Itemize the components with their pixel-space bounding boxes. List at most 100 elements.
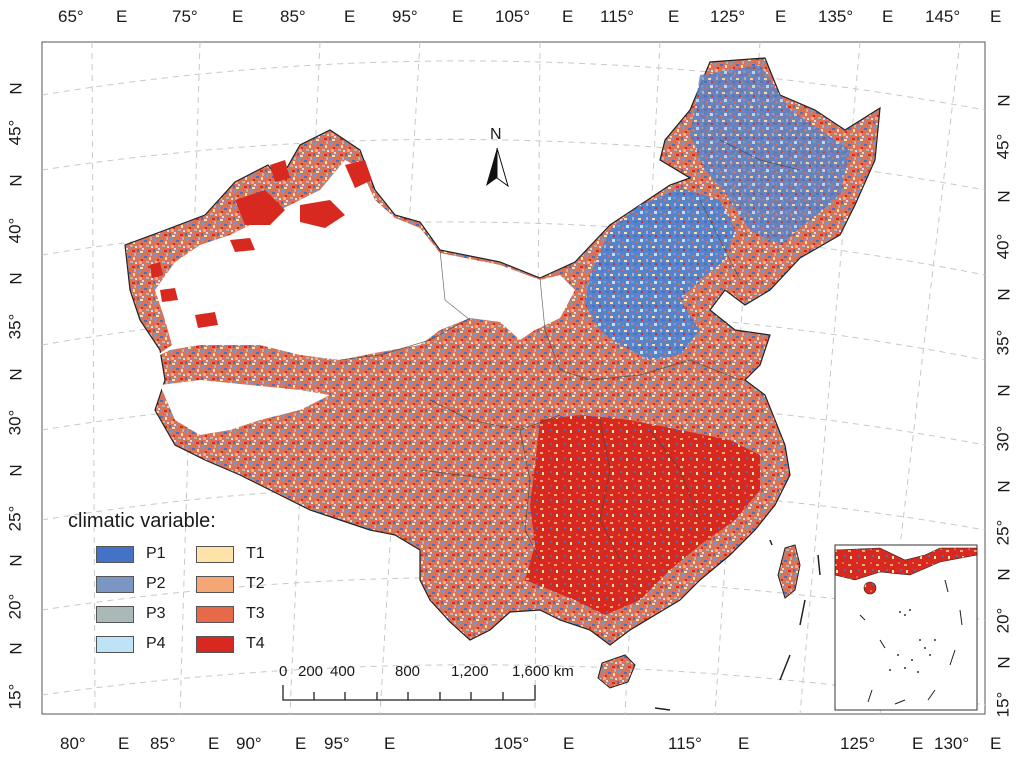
hainan — [597, 654, 636, 689]
top-lon-label: 65° — [58, 7, 84, 26]
top-lon-label: 95° — [392, 7, 418, 26]
no-data-region — [150, 160, 575, 360]
legend-swatch — [196, 605, 234, 623]
xinjiang-hotspots — [150, 160, 372, 328]
top-lon-label: E — [668, 7, 680, 26]
bottom-lon-label: 105° — [494, 734, 530, 753]
bottom-lon-label: 125° — [840, 734, 876, 753]
legend: climatic variable: P1 P2 P3 P4 T1 T2 T3 T4 — [68, 510, 298, 660]
legend-label: T2 — [246, 575, 265, 592]
legend-item: T3 — [196, 604, 265, 624]
top-lon-label: E — [562, 7, 574, 26]
province-boundaries — [339, 139, 801, 561]
legend-item: T2 — [196, 574, 265, 594]
bottom-lon-label: 90° — [236, 734, 262, 753]
legend-swatch — [196, 545, 234, 563]
top-lon-label: 85° — [280, 7, 306, 26]
northeast-blue-zone — [690, 65, 850, 245]
top-lon-label: E — [232, 7, 244, 26]
south-china-sea-inset — [834, 544, 978, 711]
right-lat-label: N — [994, 480, 1014, 493]
top-lon-label: 75° — [172, 7, 198, 26]
legend-label: T3 — [246, 605, 265, 622]
right-lat-label: N — [994, 568, 1014, 581]
right-lat-label: N — [994, 288, 1014, 301]
right-lat-label: N — [994, 190, 1014, 203]
legend-label: T4 — [246, 635, 265, 652]
legend-item: T1 — [196, 544, 265, 564]
right-lat-label: 35° — [993, 329, 1013, 356]
bottom-lon-label: E — [118, 734, 130, 753]
scale-label: 200 — [298, 663, 324, 680]
top-lon-label: E — [882, 7, 894, 26]
top-lon-label: 115° — [600, 7, 634, 26]
top-lon-label: E — [344, 7, 356, 26]
bottom-lon-label: E — [384, 734, 396, 753]
top-lon-label: 145° — [925, 7, 961, 26]
legend-title: climatic variable: — [68, 510, 216, 532]
legend-item: P3 — [96, 604, 166, 624]
scale-label: 400 — [330, 663, 356, 680]
map-frame — [41, 41, 986, 715]
legend-item: P4 — [96, 634, 166, 654]
legend-label: P4 — [146, 635, 166, 652]
bottom-lon-label: 85° — [150, 734, 176, 753]
legend-item: P1 — [96, 544, 166, 564]
left-lat-label: N — [6, 82, 26, 95]
scale-bar — [282, 685, 536, 701]
scale-label: 0 — [279, 663, 288, 680]
legend-label: T1 — [246, 545, 265, 562]
legend-item: P2 — [96, 574, 166, 594]
sea-dashes — [654, 539, 821, 711]
left-lat-label: 15° — [5, 683, 25, 710]
north-arrow-label: N — [490, 126, 502, 143]
top-lon-label: 105° — [495, 7, 531, 26]
bottom-lon-label: 80° — [60, 734, 86, 753]
legend-label: P1 — [146, 545, 166, 562]
bottom-lon-label: E — [563, 734, 575, 753]
left-lat-label: 20° — [5, 593, 25, 620]
north-arrow-icon — [486, 147, 509, 188]
bottom-lon-label: E — [208, 734, 220, 753]
legend-swatch — [196, 575, 234, 593]
legend-label: P3 — [146, 605, 166, 622]
legend-swatch — [96, 545, 134, 563]
north-blue-zone — [585, 188, 735, 360]
top-lon-label: E — [775, 7, 787, 26]
left-lat-label: 45° — [5, 119, 25, 146]
scale-label: 1,200 — [451, 663, 489, 680]
right-lat-label: N — [994, 656, 1014, 669]
no-data-region-west — [160, 380, 330, 435]
legend-swatch — [96, 605, 134, 623]
bottom-lon-label: 115° — [668, 734, 702, 753]
top-lon-label: 135° — [818, 7, 854, 26]
scale-label: 1,600 km — [512, 663, 574, 680]
left-lat-label: N — [6, 642, 26, 655]
legend-swatch — [96, 635, 134, 653]
bottom-lon-label: 130° — [934, 734, 970, 753]
top-lon-label: E — [116, 7, 128, 26]
bottom-lon-label: 95° — [324, 734, 350, 753]
top-lon-label: 125° — [710, 7, 746, 26]
right-lat-label: 45° — [993, 133, 1013, 160]
legend-swatch — [96, 575, 134, 593]
legend-label: P2 — [146, 575, 166, 592]
legend-swatch — [196, 635, 234, 653]
right-lat-label: 40° — [993, 233, 1013, 260]
right-lat-label: 20° — [993, 607, 1013, 634]
left-lat-label: N — [6, 464, 26, 477]
left-lat-label: 35° — [5, 313, 25, 340]
bottom-lon-label: E — [738, 734, 750, 753]
left-lat-label: 30° — [5, 409, 25, 436]
taiwan — [777, 544, 801, 599]
scale-label: 800 — [395, 663, 421, 680]
bottom-lon-label: E — [912, 734, 924, 753]
right-lat-label: N — [994, 384, 1014, 397]
left-lat-label: 25° — [5, 505, 25, 532]
right-lat-label: 30° — [993, 425, 1013, 452]
left-lat-label: 40° — [5, 217, 25, 244]
bottom-lon-label: E — [295, 734, 307, 753]
left-lat-label: N — [6, 174, 26, 187]
